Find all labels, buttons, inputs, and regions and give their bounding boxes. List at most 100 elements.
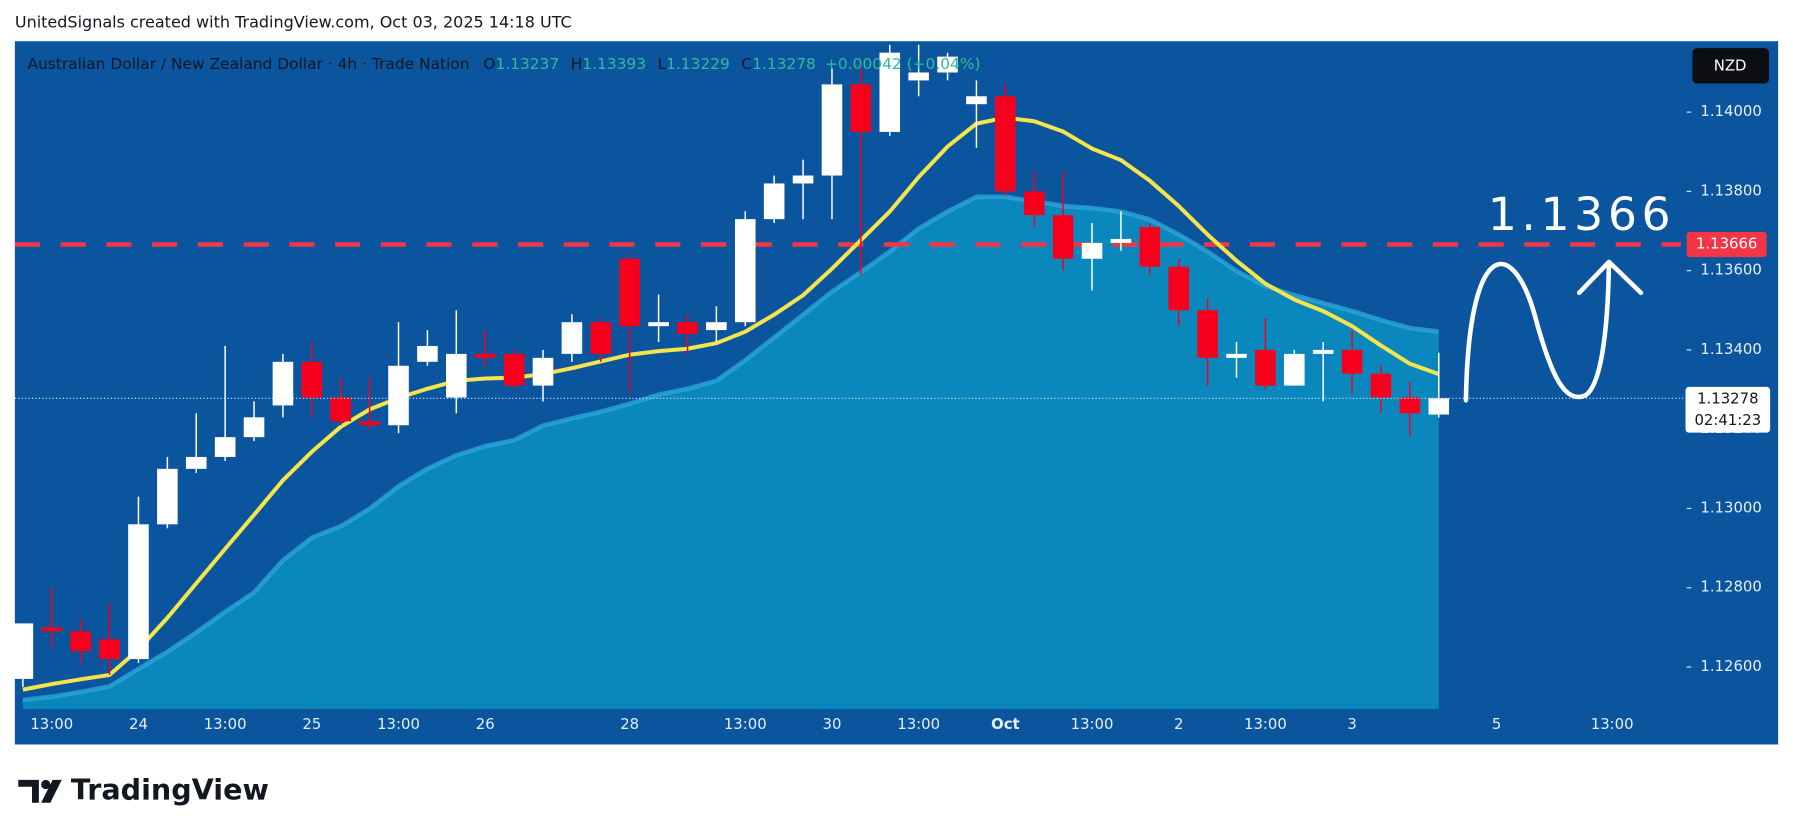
candle-body (648, 322, 669, 327)
candle-body (937, 56, 958, 73)
ohlc-value: 1.13278 (752, 55, 816, 73)
cloud-area (22, 196, 1439, 710)
candle-body (821, 84, 843, 176)
ohlc-value: 1.13393 (582, 55, 646, 73)
candle-body (474, 353, 496, 358)
candle-body (763, 183, 785, 220)
candle-body (70, 631, 91, 652)
candle-body (128, 524, 149, 660)
logo-icon (41, 779, 51, 790)
header: UnitedSignals created with TradingView.c… (15, 12, 572, 31)
x-tick-label: 26 (476, 715, 495, 733)
x-tick-label: 25 (302, 715, 321, 733)
ohlc-letter: L (657, 55, 666, 73)
cloud-edge (22, 194, 1440, 703)
candle-body (1197, 310, 1218, 358)
candle-body (388, 365, 409, 426)
candle-body (1370, 373, 1392, 398)
candle-body (446, 353, 467, 398)
x-tick-label: 13:00 (1591, 715, 1634, 733)
candle-body (1399, 397, 1421, 414)
candle-body (966, 96, 987, 105)
candle-body (908, 72, 929, 81)
candle-body (1081, 242, 1103, 259)
candle-body (1023, 191, 1045, 216)
y-tick-label: 1.14000 (1700, 102, 1761, 120)
x-tick-label: 24 (129, 715, 148, 733)
candle-body (995, 96, 1016, 192)
candle-body (1255, 349, 1276, 386)
forecast-curve (1463, 261, 1612, 403)
brand: TradingView (71, 772, 269, 806)
x-tick-label: 13:00 (204, 715, 247, 733)
change-value: +0.00042 (+0.04%) (825, 55, 981, 73)
candle-body (1139, 227, 1161, 267)
y-tick-label: 1.13600 (1700, 261, 1761, 279)
x-tick-label: 2 (1174, 715, 1183, 733)
candle-body (157, 468, 178, 525)
x-tick-label: 13:00 (1071, 715, 1114, 733)
candle-body (619, 258, 640, 327)
plot: 1.126001.128001.130001.132001.134001.136… (12, 44, 1771, 733)
x-tick-label: 13:00 (377, 715, 420, 733)
candle-body (734, 219, 756, 323)
y-tick-label: 1.12800 (1700, 578, 1761, 596)
ohlc-letter: C (741, 55, 752, 73)
candle-body (99, 639, 120, 660)
logo-icon (18, 779, 39, 803)
candle-body (330, 397, 352, 422)
ohlc-value: 1.13237 (495, 55, 559, 73)
symbol-legend: Australian Dollar / New Zealand Dollar ·… (27, 55, 980, 73)
candle-body (359, 421, 380, 426)
candle-body (590, 322, 612, 354)
alert-label: 1.13666 (1696, 234, 1757, 252)
candle-body (272, 361, 294, 406)
candle-body (1341, 349, 1363, 374)
logo-icon (41, 779, 62, 803)
candle-body (677, 322, 698, 335)
x-tick-label: 30 (823, 715, 842, 733)
candle-body (12, 623, 34, 679)
candle-body (41, 627, 63, 632)
alert-label-box (1686, 231, 1767, 258)
x-tick-label: 13:00 (897, 715, 940, 733)
symbol-title: Australian Dollar / New Zealand Dollar ·… (27, 55, 469, 73)
x-tick-label: 5 (1492, 715, 1501, 733)
y-tick-label: 1.13000 (1700, 498, 1761, 516)
candle-body (1168, 266, 1190, 311)
candle-body (706, 322, 727, 331)
moving-average (22, 115, 1440, 692)
x-tick-label: 13:00 (30, 715, 73, 733)
price-label-box (1685, 386, 1771, 433)
candle-body (561, 322, 583, 354)
forecast-arrow (1576, 259, 1644, 296)
x-tick-label: 3 (1347, 715, 1356, 733)
currency-badge (1692, 48, 1769, 84)
annotation: 1.1366 (1488, 188, 1675, 241)
y-tick-label: 1.12600 (1700, 657, 1761, 675)
ohlc-letter: H (571, 55, 583, 73)
candle-body (850, 84, 872, 132)
candle-body (1284, 353, 1305, 386)
brand-logo (18, 779, 62, 803)
x-tick-label: 13:00 (1244, 715, 1287, 733)
candle-body (879, 52, 901, 132)
candle-body (1226, 353, 1247, 358)
x-tick-label: 28 (620, 715, 639, 733)
candle-body (792, 175, 814, 184)
countdown: 02:41:23 (1694, 411, 1761, 429)
candle-body (185, 456, 207, 469)
y-tick-label: 1.13800 (1700, 181, 1761, 199)
ohlc-letter: O (483, 55, 495, 73)
candle-body (503, 353, 525, 386)
candle-body (301, 361, 323, 398)
candle-body (243, 417, 265, 438)
y-tick-label: 1.13400 (1700, 340, 1761, 358)
candle-body (1110, 238, 1132, 243)
candle-body (214, 437, 236, 457)
x-tick-label: Oct (991, 715, 1020, 733)
candle-body (1052, 215, 1074, 259)
x-tick-label: 13:00 (724, 715, 767, 733)
candle-body (1428, 398, 1450, 415)
candle-body (417, 345, 438, 362)
